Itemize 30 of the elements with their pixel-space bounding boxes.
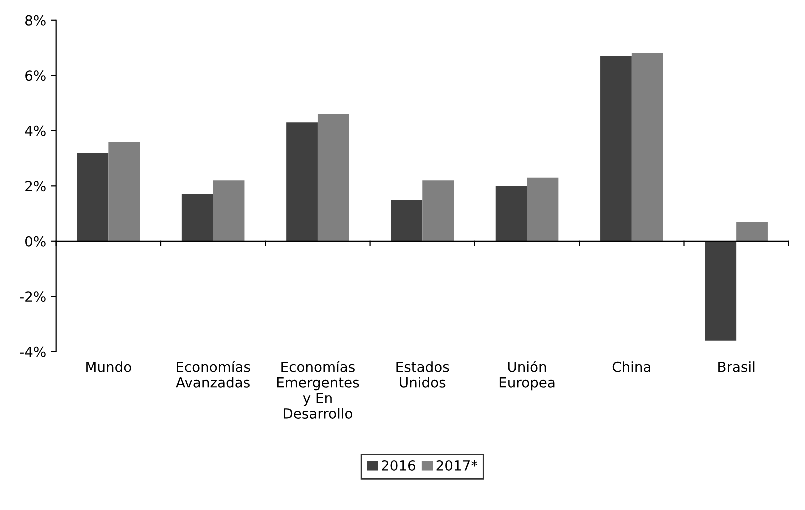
x-tick-label: Economías Avanzadas	[176, 361, 250, 388]
bar	[391, 200, 423, 242]
bar	[213, 180, 245, 242]
bar	[632, 54, 664, 242]
bar	[422, 180, 454, 242]
x-tick-label: Economías Emergentes y En Desarrollo	[277, 361, 360, 419]
legend-label: 2017*	[436, 460, 478, 471]
y-tick-label: 2%	[26, 181, 46, 192]
y-tick-label: 8%	[26, 15, 46, 26]
bar	[527, 178, 559, 242]
y-tick-label: 0%	[26, 236, 46, 247]
x-tick-label: Unión Europea	[500, 361, 555, 391]
x-tick-label: Mundo	[86, 362, 132, 372]
y-tick-label: 4%	[25, 126, 46, 136]
legend-label: 2016	[382, 460, 416, 471]
y-tick-label: -2%	[20, 292, 46, 302]
x-tick-label: Brasil	[718, 362, 755, 372]
bar	[600, 56, 632, 242]
y-tick-label: 6%	[26, 70, 46, 82]
y-tick-label: -4%	[20, 346, 46, 358]
bar	[318, 114, 350, 242]
bar	[736, 222, 768, 242]
bar	[705, 241, 737, 341]
x-tick-label: China	[612, 362, 650, 372]
bar	[182, 194, 214, 242]
x-tick-label: Estados Unidos	[396, 362, 450, 388]
bar	[108, 142, 140, 242]
bar	[77, 153, 109, 242]
bar	[496, 186, 528, 242]
bar	[286, 122, 318, 242]
